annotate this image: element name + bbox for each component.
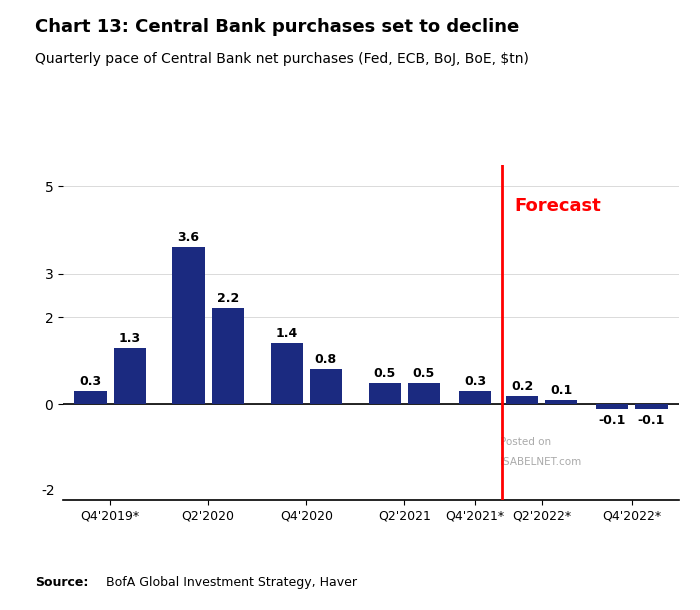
Bar xyxy=(596,404,629,409)
Text: 3.6: 3.6 xyxy=(178,231,200,245)
Text: 0.5: 0.5 xyxy=(413,367,435,379)
Text: Source:: Source: xyxy=(35,576,88,589)
Text: 0.8: 0.8 xyxy=(315,353,337,367)
Text: -2: -2 xyxy=(41,484,55,498)
Text: -0.1: -0.1 xyxy=(598,414,626,427)
Text: -0.1: -0.1 xyxy=(638,414,665,427)
Text: 0.5: 0.5 xyxy=(374,367,396,379)
Text: Quarterly pace of Central Bank net purchases (Fed, ECB, BoJ, BoE, $tn): Quarterly pace of Central Bank net purch… xyxy=(35,52,529,66)
Bar xyxy=(636,404,668,409)
Text: Chart 13: Central Bank purchases set to decline: Chart 13: Central Bank purchases set to … xyxy=(35,18,519,37)
Text: 1.3: 1.3 xyxy=(118,332,141,345)
Bar xyxy=(113,348,146,404)
Bar xyxy=(271,343,302,404)
Bar xyxy=(369,382,401,404)
Text: 0.1: 0.1 xyxy=(550,384,573,397)
Bar xyxy=(459,391,491,404)
Text: BofA Global Investment Strategy, Haver: BofA Global Investment Strategy, Haver xyxy=(98,576,357,589)
Bar xyxy=(310,370,342,404)
Text: 1.4: 1.4 xyxy=(276,328,298,340)
Bar xyxy=(408,382,440,404)
Bar xyxy=(211,309,244,404)
Text: Posted on: Posted on xyxy=(500,437,552,447)
Text: 0.3: 0.3 xyxy=(464,375,486,388)
Text: 0.2: 0.2 xyxy=(511,379,533,393)
Bar xyxy=(172,248,204,404)
Bar xyxy=(545,400,578,404)
Bar xyxy=(74,391,106,404)
Text: Forecast: Forecast xyxy=(514,198,601,215)
Bar xyxy=(506,396,538,404)
Text: 2.2: 2.2 xyxy=(217,292,239,306)
Text: ISABELNET.com: ISABELNET.com xyxy=(500,457,582,467)
Text: 0.3: 0.3 xyxy=(79,375,102,388)
